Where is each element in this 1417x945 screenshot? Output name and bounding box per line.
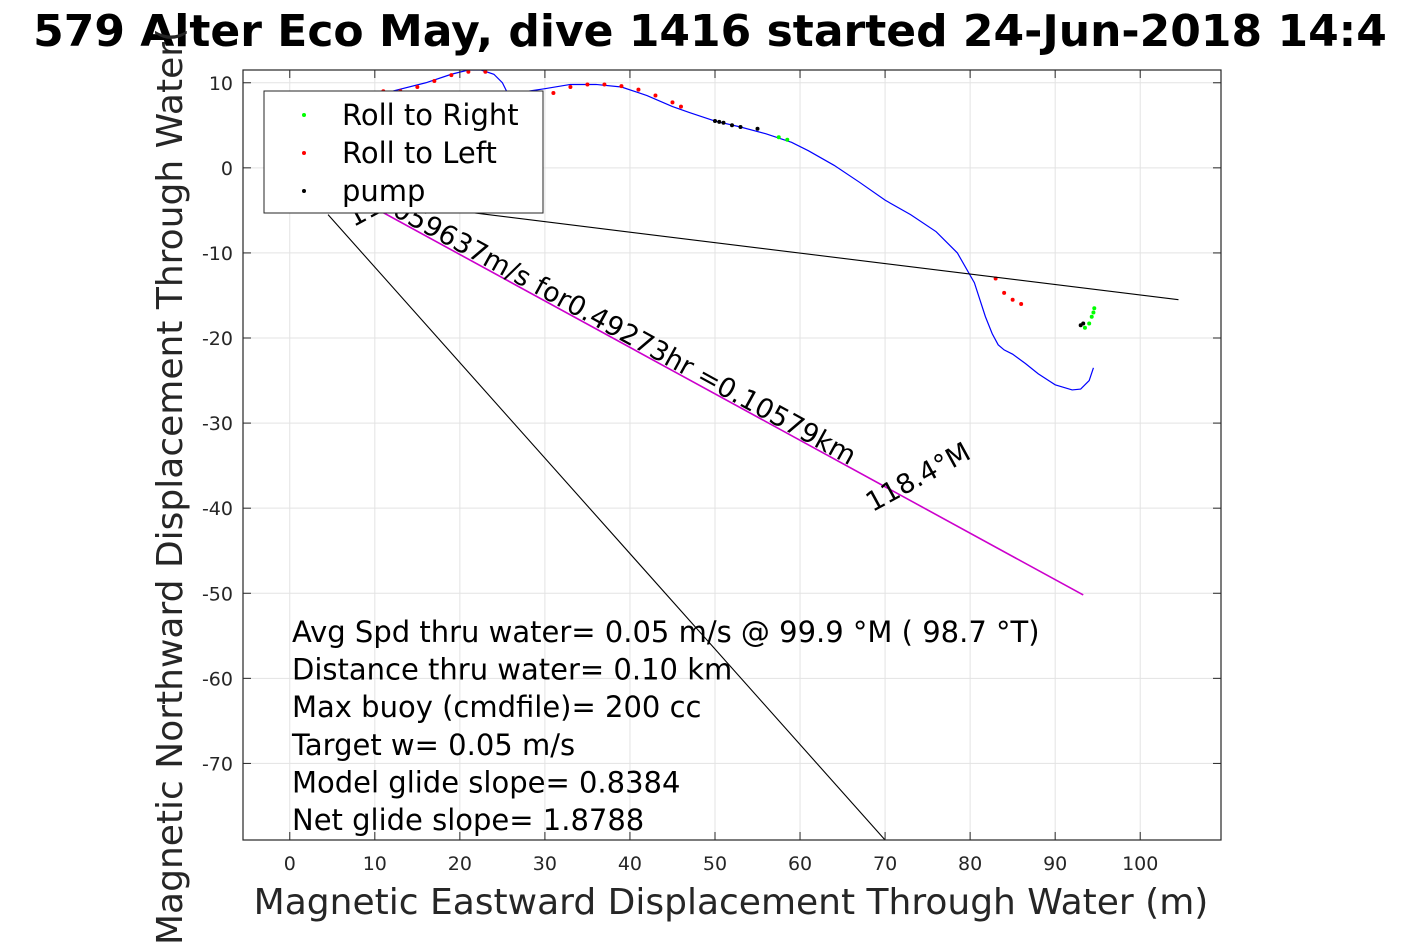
y-tick-label: 0 [221, 158, 233, 180]
x-tick-label: 80 [958, 853, 982, 875]
marker-roll-to-right [1089, 314, 1094, 319]
marker-roll-to-left [678, 104, 683, 109]
marker-roll-to-right [1082, 325, 1087, 330]
stat-line: Model glide slope= 0.8384 [292, 765, 680, 799]
legend-entry: Roll to Left [342, 136, 497, 170]
x-tick-label: 30 [533, 853, 557, 875]
y-tick-label: -60 [202, 668, 233, 690]
y-tick-label: -20 [202, 328, 233, 350]
axis-ticks: 0 10 20 30 40 50 60 70 80 90 100100-10-20-30-40-50… [202, 69, 1222, 875]
marker-roll-to-left [466, 70, 471, 74]
chart-title: 579 Alter Eco May, dive 1416 started 24-… [33, 6, 1387, 57]
legend: Roll to Right Roll to Left pump [263, 90, 544, 214]
legend-box [263, 90, 544, 214]
y-tick-label: -70 [202, 753, 233, 775]
legend-marker [302, 189, 306, 193]
marker-roll-to-left [1019, 301, 1024, 306]
marker-roll-to-left [483, 70, 488, 74]
marker-roll-to-left [415, 85, 420, 90]
y-axis-label: Magnetic Northward Displacement Through … [150, 28, 191, 945]
marker-roll-to-left [670, 100, 675, 105]
marker-roll-to-left [619, 84, 624, 89]
marker-roll-to-right [785, 137, 790, 142]
marker-roll-to-left [449, 73, 454, 78]
legend-entry: pump [342, 174, 425, 208]
y-tick-label: -50 [202, 583, 233, 605]
marker-pump [730, 123, 734, 128]
marker-roll-to-left [1010, 297, 1015, 302]
stat-line: Target w= 0.05 m/s [291, 728, 575, 762]
grid [243, 70, 1221, 840]
x-tick-label: 0 [284, 853, 296, 875]
y-tick-label: 10 [209, 73, 233, 95]
axes-box [242, 69, 1222, 841]
marker-roll-to-left [585, 82, 590, 87]
marker-roll-to-left [636, 87, 641, 92]
series-line-reference-line [327, 214, 886, 840]
x-tick-label: 10 [363, 853, 387, 875]
marker-pump [717, 119, 722, 124]
x-tick-label: 90 [1043, 853, 1067, 875]
marker-roll-to-right [1087, 321, 1092, 326]
marker-pump [738, 125, 743, 130]
x-tick-label: 40 [618, 853, 642, 875]
marker-pump [712, 119, 717, 124]
x-tick-label: 100 [1122, 853, 1158, 875]
series-line-average-velocity-line [378, 209, 1084, 596]
y-tick-label: -30 [202, 413, 233, 435]
marker-roll-to-left [432, 79, 437, 84]
x-tick-label: 70 [873, 853, 897, 875]
marker-roll-to-left [551, 90, 556, 95]
marker-roll-to-left [1002, 290, 1007, 295]
stat-line: Avg Spd thru water= 0.05 m/s @ 99.9 °M (… [292, 615, 1040, 649]
marker-roll-to-right [1092, 306, 1097, 311]
stat-line: Max buoy (cmdfile)= 200 cc [292, 690, 701, 724]
stat-line: Net glide slope= 1.8788 [292, 803, 644, 837]
stat-line: Distance thru water= 0.10 km [292, 653, 732, 687]
x-tick-label: 20 [448, 853, 472, 875]
legend-entry: Roll to Right [342, 98, 519, 132]
stats-block: Avg Spd thru water= 0.05 m/s @ 99.9 °M (… [291, 615, 1040, 837]
marker-roll-to-right [776, 135, 781, 140]
x-tick-label: 50 [703, 853, 727, 875]
legend-marker [302, 113, 306, 117]
legend-marker [302, 151, 306, 155]
x-axis-label: Magnetic Eastward Displacement Through W… [254, 882, 1209, 923]
y-tick-label: -40 [202, 498, 233, 520]
marker-roll-to-left [568, 85, 573, 90]
marker-pump [721, 120, 726, 125]
marker-pump [755, 126, 760, 131]
y-tick-label: -10 [202, 243, 233, 265]
marker-pump [1081, 321, 1086, 326]
marker-roll-to-right [1091, 310, 1096, 315]
marker-roll-to-left [653, 93, 658, 98]
x-tick-label: 60 [788, 853, 812, 875]
marker-roll-to-left [602, 82, 607, 87]
